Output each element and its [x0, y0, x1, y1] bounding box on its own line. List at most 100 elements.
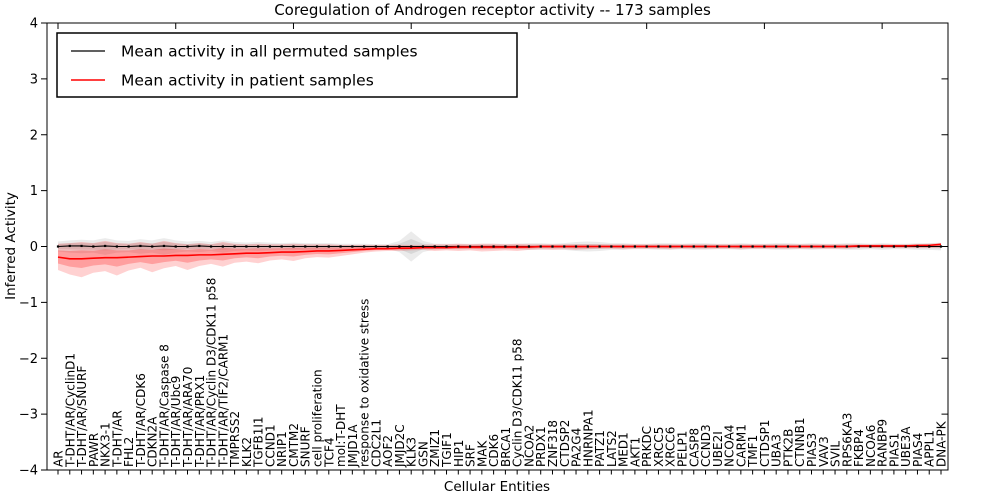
permuted-marker — [162, 244, 166, 248]
x-category-label: HNRNPA1 — [581, 409, 595, 467]
permuted-marker — [586, 245, 589, 248]
permuted-marker — [939, 245, 943, 248]
permuted-marker — [433, 245, 436, 248]
y-tick-label: 0 — [30, 240, 38, 255]
x-category-label: NCOA4 — [723, 425, 737, 467]
x-category-label: NCOA2 — [522, 425, 536, 467]
permuted-marker — [716, 245, 719, 248]
permuted-marker — [751, 245, 754, 248]
permuted-marker — [80, 244, 83, 248]
x-category-label: MED1 — [617, 432, 631, 467]
permuted-marker — [151, 245, 154, 248]
permuted-marker — [539, 245, 542, 248]
x-category-label: NRIP1 — [275, 431, 289, 467]
permuted-marker — [645, 245, 648, 248]
x-category-label: RANBP9 — [876, 419, 890, 467]
x-category-label: PTK2B — [781, 429, 795, 467]
x-category-label: T-DHT/AR/Ubc9 — [169, 376, 183, 468]
x-category-label: PA2G4 — [570, 428, 584, 467]
permuted-marker — [622, 245, 625, 248]
x-category-label: T-DHT/AR/CDK6 — [134, 373, 148, 468]
permuted-marker — [327, 245, 330, 248]
permuted-marker — [869, 245, 872, 248]
x-category-label: SRF — [464, 444, 478, 467]
permuted-marker — [680, 245, 684, 248]
x-category-label: T-DHT/AR/TIF2/CARM1 — [216, 334, 230, 468]
permuted-marker — [833, 245, 837, 248]
x-category-label: T-DHT/AR/Caspase 8 — [157, 344, 171, 468]
permuted-marker — [669, 245, 672, 248]
x-category-label: NCOA6 — [864, 425, 878, 467]
x-category-label: SNURF — [299, 426, 313, 467]
permuted-marker — [574, 245, 578, 248]
permuted-marker — [727, 245, 731, 248]
x-category-label: T-DHT/AR/Cyclin D3/CDK11 p58 — [205, 278, 219, 468]
x-category-label: T-DHT/AR/PRX1 — [193, 375, 207, 468]
permuted-marker — [445, 245, 448, 248]
permuted-marker — [881, 245, 884, 248]
legend-entry-label-1: Mean activity in patient samples — [121, 72, 374, 90]
permuted-marker — [822, 245, 825, 248]
x-category-label: DNA-PK — [935, 420, 949, 467]
x-category-label: T-DHT/AR/ARA70 — [181, 367, 195, 468]
permuted-marker — [786, 245, 790, 248]
permuted-marker — [892, 245, 896, 248]
x-category-label: CMTM2 — [287, 423, 301, 467]
x-category-label: GSN — [416, 441, 430, 467]
permuted-marker — [810, 245, 813, 248]
permuted-marker — [339, 245, 342, 248]
permuted-marker — [315, 245, 319, 248]
y-tick-label: −1 — [19, 296, 38, 311]
x-category-label: PRDX1 — [534, 426, 548, 467]
x-category-label: TGFB1I1 — [252, 416, 266, 468]
x-category-label: PIAS4 — [911, 433, 925, 467]
permuted-marker — [928, 245, 931, 248]
x-category-label: PELP1 — [675, 431, 689, 467]
permuted-marker — [374, 245, 377, 248]
patient-band-inner — [58, 243, 941, 269]
permuted-marker — [410, 245, 413, 248]
x-category-label: AKT1 — [628, 437, 642, 467]
x-category-label: TCF4 — [322, 437, 336, 468]
permuted-marker — [610, 245, 613, 248]
legend-entry-label-0: Mean activity in all permuted samples — [121, 43, 418, 61]
x-category-label: CTNNB1 — [793, 417, 807, 467]
permuted-marker — [68, 244, 71, 248]
permuted-marker — [739, 245, 742, 248]
x-category-label: AR — [52, 450, 66, 467]
x-category-label: HIP1 — [452, 440, 466, 467]
permuted-marker — [480, 245, 483, 248]
x-category-label: ZNF318 — [546, 420, 560, 467]
permuted-marker — [421, 245, 425, 248]
y-tick-label: 2 — [30, 128, 38, 143]
x-category-label: BRCA1 — [499, 427, 513, 467]
permuted-marker — [268, 245, 272, 248]
permuted-marker — [398, 245, 401, 248]
x-category-label: JMJD2C — [393, 424, 407, 468]
permuted-marker — [103, 244, 107, 248]
x-category-label: XRCC6 — [664, 427, 678, 467]
y-tick-label: 3 — [30, 72, 38, 87]
x-category-label: UBE3A — [899, 426, 913, 467]
permuted-marker — [127, 245, 130, 248]
x-category-label: TMF1 — [746, 435, 760, 468]
patient-mean-line — [57, 243, 942, 260]
permuted-marker — [551, 245, 554, 248]
permuted-marker — [280, 245, 283, 248]
x-category-label: PAWR — [87, 433, 101, 467]
permuted-marker — [704, 245, 707, 248]
x-category-label: FHL2 — [122, 437, 136, 467]
x-category-label: CDC2L1 — [369, 419, 383, 467]
x-category-label: TMPRSS2 — [228, 411, 242, 468]
permuted-marker — [363, 245, 366, 248]
permuted-marker — [233, 245, 236, 248]
y-tick-label: −3 — [19, 408, 38, 423]
x-category-label: UBA3 — [770, 434, 784, 467]
permuted-marker — [198, 244, 201, 248]
permuted-marker — [763, 245, 766, 248]
x-category-label: CDK6 — [487, 434, 501, 467]
permuted-marker — [292, 245, 295, 248]
x-category-label: PIAS1 — [887, 433, 901, 467]
